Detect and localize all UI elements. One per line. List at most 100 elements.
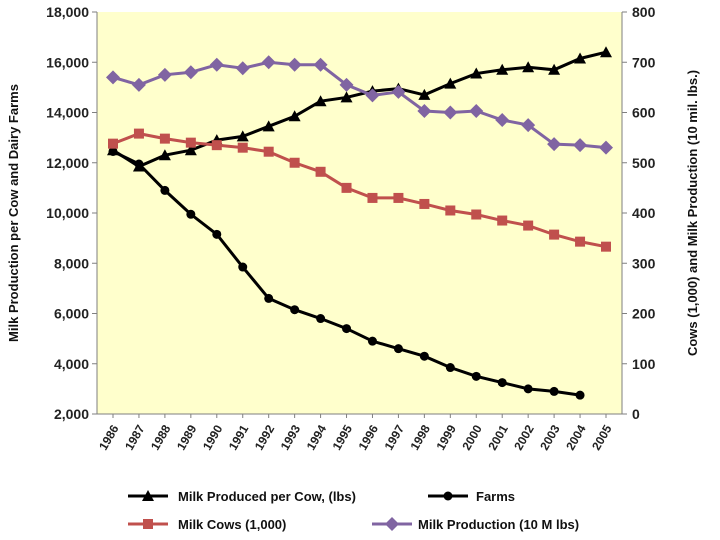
left-axis-title: Milk Production per Cow and Dairy Farms [6,84,21,342]
data-point [341,182,352,193]
data-point [495,113,510,128]
data-point [184,144,197,156]
data-point [261,55,276,70]
data-point [549,386,559,396]
data-point [262,120,275,132]
x-tick-label: 2002 [511,422,537,452]
x-tick-label: 1990 [200,422,226,452]
data-point [470,67,483,79]
left-tick-label: 16,000 [46,54,89,70]
data-point [575,390,585,400]
series-milk-production-10-m-lbs [106,55,613,155]
left-tick-label: 6,000 [54,306,89,322]
data-point [521,118,536,133]
series-farms [108,146,585,400]
data-point [340,91,353,103]
data-point [106,70,120,85]
data-point [575,236,586,247]
data-point [497,378,507,388]
legend-marker [385,517,399,531]
data-point [523,220,534,231]
x-tick-label: 1998 [407,422,433,452]
data-point [288,110,301,122]
data-point [496,63,509,75]
plot-area [97,12,622,414]
series-milk-cows-1-000 [108,128,611,252]
left-tick-label: 10,000 [46,205,89,221]
legend-label: Milk Production (10 M lbs) [418,517,579,532]
x-tick-label: 1991 [226,422,252,452]
data-point [522,61,535,73]
data-point [211,140,222,151]
data-point [417,103,432,118]
right-tick-label: 100 [632,356,656,372]
data-point [471,371,481,381]
x-tick-label: 2004 [563,422,589,452]
data-point [418,88,431,100]
x-tick-label: 1993 [278,422,304,452]
x-tick-label: 1997 [382,422,408,452]
data-point [445,205,456,216]
x-tick-label: 1995 [330,422,356,452]
legend-item: Milk Production (10 M lbs) [372,517,579,532]
data-point [185,137,196,148]
data-point [547,137,562,152]
x-tick-label: 1987 [122,422,148,452]
left-tick-label: 2,000 [54,406,89,422]
legend-label: Farms [476,489,515,504]
data-point [315,166,326,177]
data-point [264,293,274,303]
data-point [160,185,170,195]
data-point [157,67,172,82]
legend-label: Milk Produced per Cow, (lbs) [178,489,356,504]
data-point [444,77,457,89]
data-point [314,95,327,107]
data-point [471,209,482,220]
data-point [549,229,560,240]
data-point [133,128,144,139]
x-tick-label: 1994 [304,422,330,452]
data-point [287,57,302,72]
series-line [112,50,607,169]
x-tick-label: 1989 [174,422,200,452]
data-point [236,130,249,142]
left-tick-label: 18,000 [46,4,89,20]
left-tick-label: 14,000 [46,105,89,121]
left-tick-label: 4,000 [54,356,89,372]
right-tick-label: 200 [632,306,656,322]
left-tick-label: 8,000 [54,255,89,271]
data-point [600,46,612,58]
legend-marker [443,491,453,501]
data-point [237,142,248,153]
data-point [313,57,328,72]
x-tick-label: 1999 [433,422,459,452]
data-point [419,198,430,209]
data-point [393,344,403,354]
right-tick-label: 500 [632,155,656,171]
right-tick-label: 300 [632,255,656,271]
left-tick-label: 12,000 [46,155,89,171]
data-point [393,192,404,203]
data-point [108,138,118,149]
data-point [159,133,170,144]
legend-item: Farms [428,489,515,504]
x-tick-label: 2003 [537,422,563,452]
data-point [601,241,611,252]
x-tick-label: 1986 [96,422,122,452]
x-tick-label: 1992 [252,422,278,452]
data-point [367,192,378,203]
legend-item: Milk Cows (1,000) [128,517,286,532]
right-tick-label: 0 [632,406,640,422]
data-point [290,305,300,315]
data-point [131,77,146,92]
data-point [235,61,250,76]
data-point [209,57,224,72]
data-point [445,363,455,373]
data-point [316,314,326,324]
data-point [339,77,354,92]
data-point [391,84,406,99]
legend-marker [143,519,153,529]
data-point [158,149,171,161]
